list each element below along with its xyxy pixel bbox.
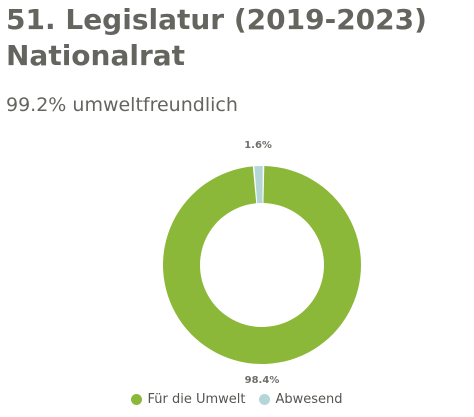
legend-label-fur-die-umwelt: Für die Umwelt xyxy=(147,392,246,407)
chart-legend: Für die Umwelt Abwesend xyxy=(0,392,474,407)
chart-title-line-2: Nationalrat xyxy=(6,39,186,72)
chart-title-line-1: 51. Legislatur (2019-2023) xyxy=(6,3,427,36)
legend-swatch-fur-die-umwelt xyxy=(131,394,143,405)
data-label-fur-die-umwelt: 98.4% xyxy=(245,375,280,386)
donut-slice-fur-die-umwelt[interactable] xyxy=(162,166,361,365)
legend-swatch-abwesend xyxy=(259,394,271,405)
donut-data-labels: 1.6% 98.4% xyxy=(244,140,279,386)
donut-slice-abwesend[interactable] xyxy=(254,166,263,204)
legend-item-fur-die-umwelt[interactable]: Für die Umwelt xyxy=(131,392,245,407)
chart-subtitle: 99.2% umweltfreundlich xyxy=(6,94,238,116)
legend-label-abwesend: Abwesend xyxy=(275,392,343,407)
data-label-abwesend: 1.6% xyxy=(244,140,272,151)
donut-slices xyxy=(162,166,361,365)
legend-item-abwesend[interactable]: Abwesend xyxy=(259,392,343,407)
chart-title: 51. Legislatur (2019-2023) Nationalrat xyxy=(6,2,427,74)
